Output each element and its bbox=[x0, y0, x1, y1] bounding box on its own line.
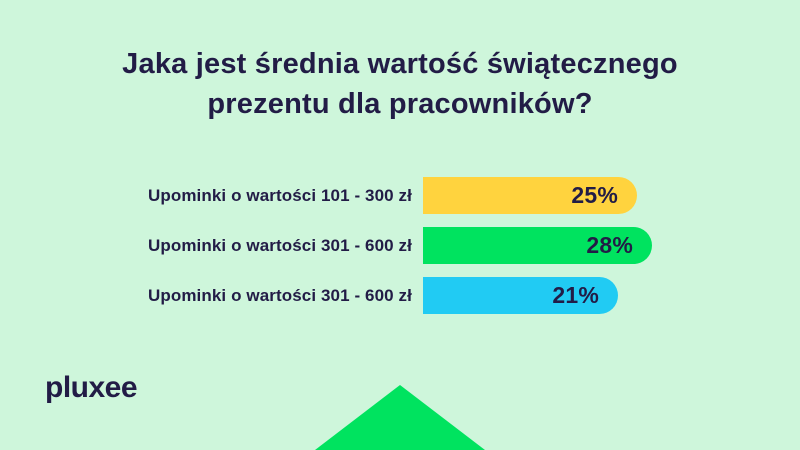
bar-label: Upominki o wartości 301 - 600 zł bbox=[148, 236, 412, 255]
chart-row: Upominki o wartości 101 - 300 zł 25% bbox=[0, 177, 800, 214]
bar-blue: 21% bbox=[423, 277, 618, 314]
bar-value: 28% bbox=[586, 232, 633, 258]
bar-label: Upominki o wartości 101 - 300 zł bbox=[148, 186, 412, 205]
bar-yellow: 25% bbox=[423, 177, 637, 214]
bar-value: 25% bbox=[571, 182, 618, 208]
bar-value: 21% bbox=[552, 282, 599, 308]
bar-green: 28% bbox=[423, 227, 652, 264]
page-title-line-1: Jaka jest średnia wartość świątecznego bbox=[122, 48, 678, 80]
chart-row: Upominki o wartości 301 - 600 zł 21% bbox=[0, 277, 800, 314]
chart-row: Upominki o wartości 301 - 600 zł 28% bbox=[0, 227, 800, 264]
page-title: Jaka jest średnia wartość świątecznego p… bbox=[0, 44, 800, 124]
pluxee-logo: pluxee bbox=[45, 371, 138, 404]
page-title-line-2: prezentu dla pracowników? bbox=[207, 88, 593, 120]
arrow-up-icon bbox=[315, 385, 485, 450]
bar-label: Upominki o wartości 301 - 600 zł bbox=[148, 286, 412, 305]
bar-chart: Upominki o wartości 101 - 300 zł 25% Upo… bbox=[0, 177, 800, 314]
